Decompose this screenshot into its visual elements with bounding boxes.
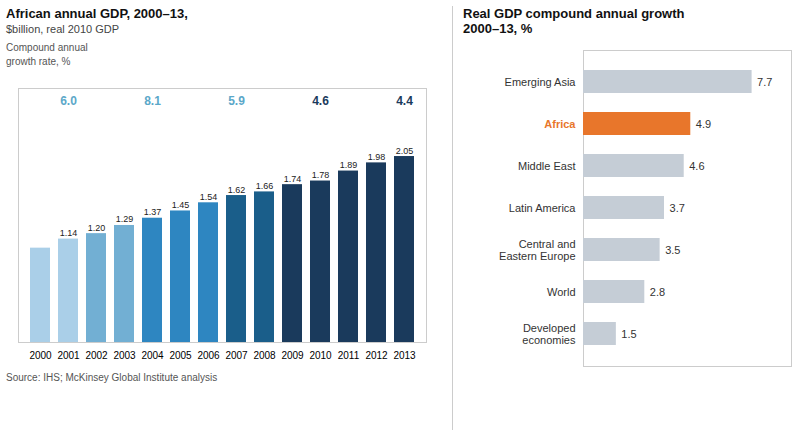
svg-text:3.7: 3.7: [670, 202, 685, 214]
svg-text:1.29: 1.29: [116, 214, 134, 224]
html-text:2000–13, %: 2000–13, %: [463, 21, 533, 36]
svg-text:3.5: 3.5: [665, 244, 680, 256]
svg-text:2009: 2009: [281, 350, 304, 361]
svg-text:4.6: 4.6: [689, 160, 704, 172]
svg-text:2004: 2004: [141, 350, 164, 361]
svg-text:1.20: 1.20: [88, 223, 106, 233]
svg-text:Central andEastern Europe: Central andEastern Europe: [499, 238, 575, 262]
html-text:Compound annual growth rate, %: Compound annual growth rate, %: [6, 42, 88, 67]
svg-text:1.62: 1.62: [228, 185, 246, 195]
svg-text:2.8: 2.8: [650, 286, 665, 298]
svg-text:1.66: 1.66: [256, 181, 274, 191]
svg-text:World: World: [547, 286, 576, 298]
svg-text:6.0: 6.0: [60, 94, 77, 108]
svg-text:1.98: 1.98: [368, 152, 386, 162]
svg-text:2008: 2008: [253, 350, 276, 361]
svg-text:1.14: 1.14: [60, 228, 78, 238]
svg-text:1.74: 1.74: [284, 174, 302, 184]
html-text:Real GDP compound annual growt: Real GDP compound annual growth: [463, 6, 685, 21]
svg-text:2001: 2001: [57, 350, 80, 361]
svg-text:2012: 2012: [365, 350, 388, 361]
svg-text:2005: 2005: [169, 350, 192, 361]
svg-text:4.9: 4.9: [696, 118, 711, 130]
svg-text:1.37: 1.37: [144, 207, 162, 217]
svg-text:5.9: 5.9: [228, 94, 245, 108]
svg-text:Developedeconomies: Developedeconomies: [522, 322, 576, 346]
svg-text:1.78: 1.78: [312, 170, 330, 180]
svg-text:2010: 2010: [309, 350, 332, 361]
svg-text:7.7: 7.7: [757, 76, 772, 88]
svg-text:8.1: 8.1: [144, 94, 161, 108]
svg-text:2003: 2003: [113, 350, 136, 361]
html-text:Source: IHS; McKinsey Global I: Source: IHS; McKinsey Global Institute a…: [6, 372, 218, 383]
svg-text:1.5: 1.5: [621, 328, 636, 340]
html-text:$billion, real 2010 GDP: $billion, real 2010 GDP: [6, 23, 120, 35]
svg-text:4.4: 4.4: [396, 94, 413, 108]
svg-text:Emerging Asia: Emerging Asia: [505, 76, 577, 88]
svg-text:2.05: 2.05: [396, 146, 414, 156]
svg-text:Middle East: Middle East: [518, 160, 575, 172]
html-text:African annual GDP, 2000–13,: African annual GDP, 2000–13,: [6, 6, 188, 21]
svg-text:1.89: 1.89: [340, 160, 358, 170]
svg-text:1.54: 1.54: [200, 192, 218, 202]
svg-text:1.45: 1.45: [172, 200, 190, 210]
svg-text:2013: 2013: [393, 350, 416, 361]
svg-text:2007: 2007: [225, 350, 248, 361]
svg-text:2002: 2002: [85, 350, 108, 361]
svg-text:4.6: 4.6: [312, 94, 329, 108]
svg-text:Latin America: Latin America: [509, 202, 577, 214]
svg-text:2000: 2000: [29, 350, 52, 361]
svg-text:Africa: Africa: [544, 118, 576, 130]
svg-text:2006: 2006: [197, 350, 220, 361]
svg-text:2011: 2011: [338, 350, 360, 361]
